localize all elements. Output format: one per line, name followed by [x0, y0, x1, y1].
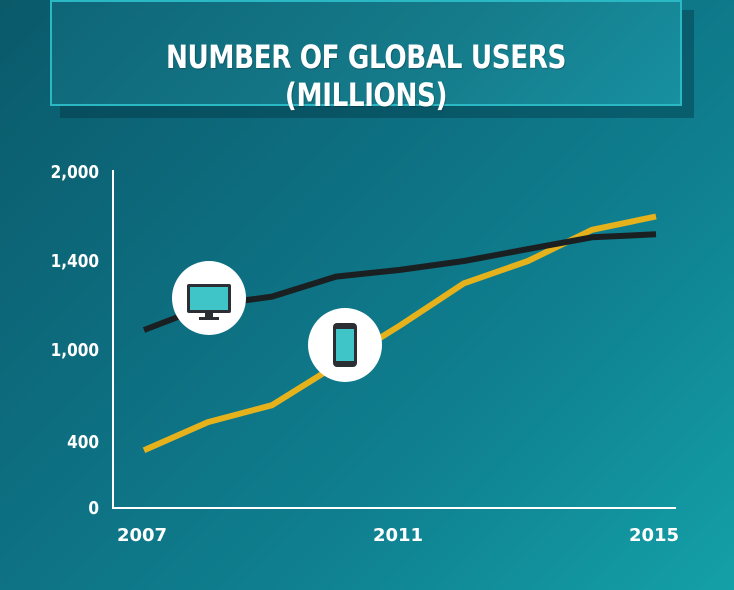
smartphone-icon	[308, 308, 382, 382]
axes	[112, 170, 676, 509]
monitor-stand	[199, 317, 219, 320]
monitor-screen	[190, 287, 228, 310]
series-lines	[142, 213, 657, 454]
mobile-users-line	[142, 213, 657, 454]
monitor-icon	[172, 261, 246, 335]
y-tick-label: 2,000	[51, 161, 99, 183]
title-box: NUMBER OF GLOBAL USERS (MILLIONS)	[50, 0, 682, 114]
y-tick-label: 400	[67, 431, 99, 453]
y-axis-ticks: 2,000 1,400 1,000 400 0	[51, 161, 99, 519]
smartphone-screen	[336, 329, 354, 361]
y-tick-label: 1,000	[51, 339, 99, 361]
x-tick-label: 2015	[629, 525, 679, 546]
y-tick-label: 1,400	[51, 250, 99, 272]
monitor-neck	[205, 313, 213, 317]
chart-title: NUMBER OF GLOBAL USERS (MILLIONS)	[165, 38, 567, 114]
y-tick-label: 0	[88, 497, 99, 519]
x-tick-label: 2007	[117, 525, 167, 546]
x-axis-ticks: 2007 2011 2015	[117, 525, 679, 546]
x-tick-label: 2011	[373, 525, 423, 546]
title-banner: NUMBER OF GLOBAL USERS (MILLIONS)	[50, 0, 694, 118]
series-icons	[172, 261, 382, 382]
